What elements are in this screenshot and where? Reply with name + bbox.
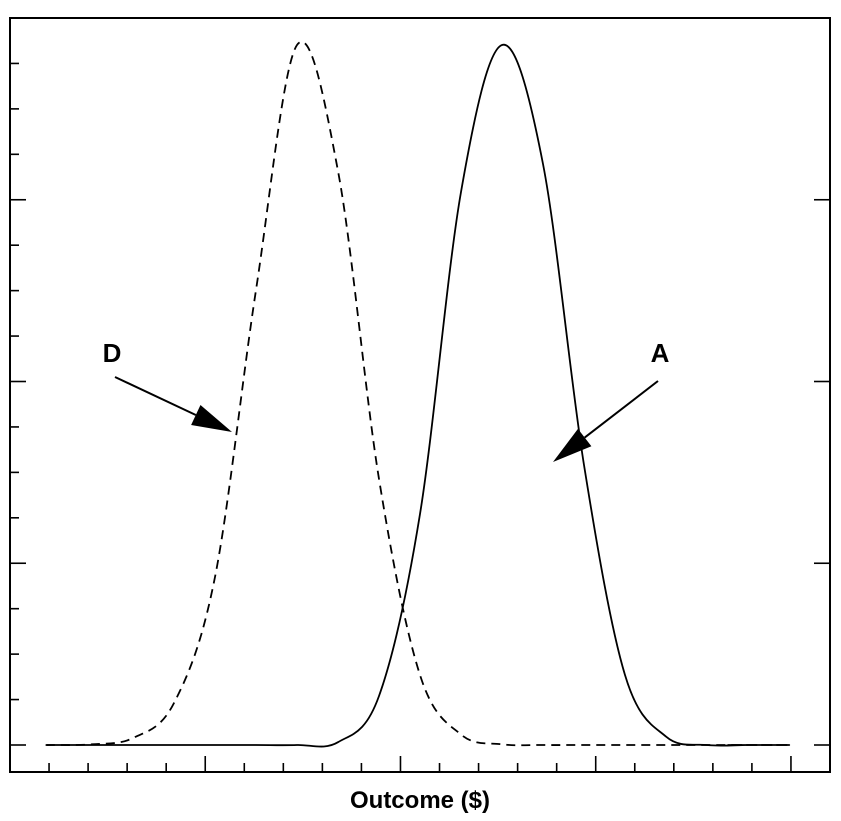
plot-frame bbox=[9, 17, 831, 773]
annotation-label-d: D bbox=[103, 338, 122, 368]
arrowhead-icon bbox=[191, 405, 232, 432]
series-d-curve bbox=[45, 41, 790, 747]
axis-ticks bbox=[10, 17, 830, 772]
annotation-label-a: A bbox=[651, 338, 670, 368]
series-a-curve bbox=[45, 44, 790, 748]
curves bbox=[45, 41, 790, 748]
arrowhead-icon bbox=[553, 428, 592, 462]
annotation-arrow-a bbox=[584, 380, 659, 439]
annotation-arrow-d bbox=[114, 376, 197, 416]
x-axis-label: Outcome ($) bbox=[350, 787, 490, 814]
